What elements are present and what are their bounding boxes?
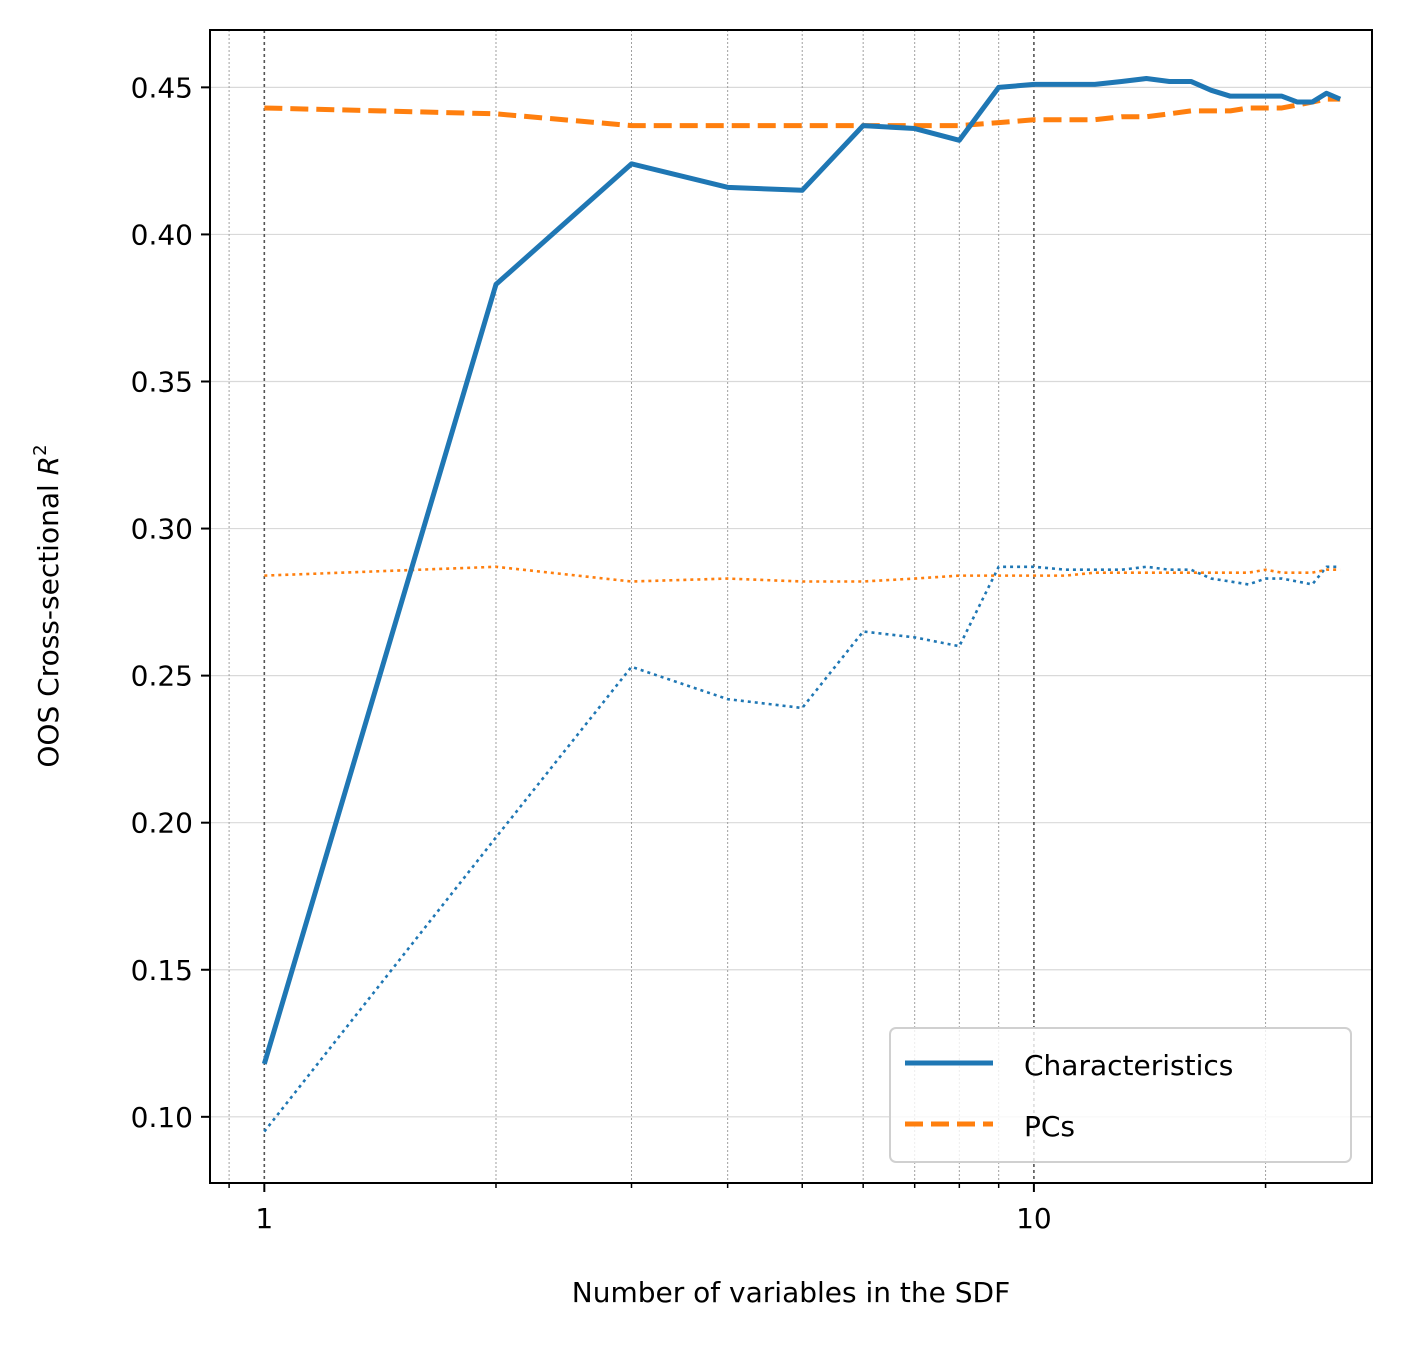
legend-box: [889, 1027, 1352, 1163]
legend: Characteristics PCs: [889, 1027, 1352, 1163]
y-axis-label: OOS Cross-sectional R2: [30, 444, 65, 767]
y-tick-label: 0.10: [131, 1101, 193, 1134]
y-tick-label: 0.20: [131, 807, 193, 840]
series-layer: [261, 76, 1342, 1133]
series-line-pcs: [264, 96, 1341, 129]
y-tick-label: 0.40: [131, 218, 193, 251]
grid-layer: [210, 30, 1372, 1183]
plot-frame: [209, 29, 1373, 1184]
ticks-layer: 1 10 0.10 0.15 0.20 0.25 0.30 0.35 0.40 0.45: [131, 71, 1267, 1235]
series-line-characteristics: [261, 76, 1342, 1065]
y-tick-label: 0.45: [131, 71, 193, 104]
y-tick-label: 0.35: [131, 365, 193, 398]
legend-label-pcs: PCs: [1024, 1110, 1075, 1143]
x-tick-label: 1: [255, 1202, 273, 1235]
legend-label-characteristics: Characteristics: [1024, 1049, 1233, 1082]
y-axis-label-math: R: [32, 456, 65, 475]
y-tick-label: 0.30: [131, 513, 193, 546]
y-axis-label-superscript: 2: [30, 444, 51, 455]
series-line-dotted-2: [263, 565, 1341, 1133]
y-tick-label: 0.15: [131, 954, 193, 987]
x-axis-label: Number of variables in the SDF: [572, 1276, 1010, 1309]
y-tick-label: 0.25: [131, 660, 193, 693]
x-tick-label: 10: [1016, 1202, 1052, 1235]
y-axis-label-text: OOS Cross-sectional: [32, 484, 65, 767]
